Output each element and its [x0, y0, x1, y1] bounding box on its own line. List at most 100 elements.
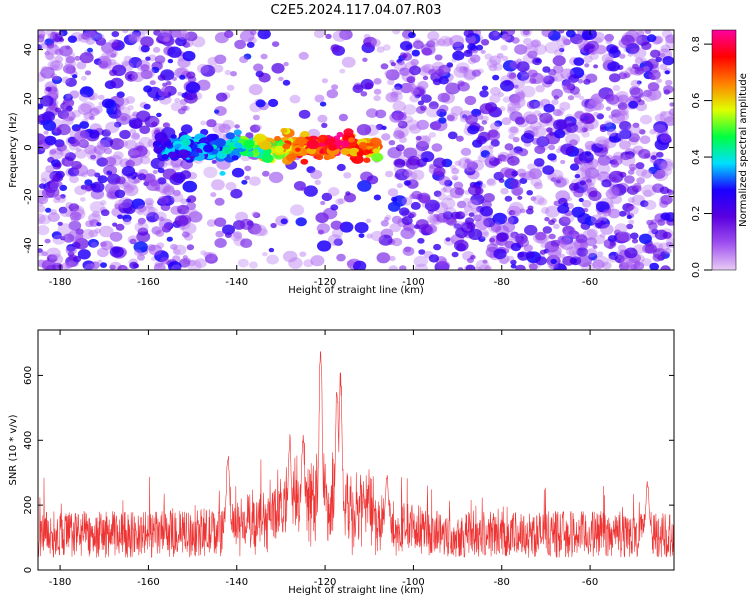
- heatmap-cell: [484, 53, 493, 60]
- heatmap-cell: [69, 175, 79, 184]
- heatmap-cell: [552, 109, 562, 117]
- heatmap-frame: [37, 29, 675, 271]
- heatmap-cell: [38, 183, 46, 189]
- heatmap-cell: [182, 257, 191, 264]
- heatmap-cell: [641, 169, 653, 179]
- heatmap-cell: [330, 204, 339, 211]
- heatmap-band-cell: [366, 145, 372, 150]
- heatmap-cell: [331, 84, 339, 90]
- heatmap-cell: [182, 180, 198, 193]
- heatmap-cell: [622, 261, 634, 270]
- heatmap-cell: [283, 61, 289, 67]
- heatmap-cell: [514, 44, 528, 55]
- heatmap-cell: [136, 110, 151, 122]
- heatmap-cell: [517, 151, 523, 155]
- heatmap-cell: [632, 122, 640, 128]
- heatmap-cell: [84, 263, 98, 270]
- heatmap-cell: [422, 135, 432, 143]
- heatmap-cell: [399, 40, 413, 51]
- heatmap-cell: [97, 175, 108, 184]
- heatmap-cell: [581, 199, 592, 208]
- x-tick-label: -180: [49, 577, 72, 588]
- heatmap-cell: [664, 212, 674, 222]
- heatmap-cell: [420, 64, 432, 74]
- heatmap-cell: [240, 238, 253, 248]
- heatmap-cell: [158, 218, 173, 230]
- heatmap-cell: [614, 254, 625, 264]
- heatmap-cell: [419, 105, 427, 111]
- heatmap-cell: [476, 114, 484, 120]
- heatmap-cell: [639, 129, 646, 135]
- heatmap-cell: [601, 179, 612, 188]
- heatmap-cell: [525, 114, 538, 125]
- heatmap-cell: [316, 223, 331, 234]
- heatmap-cell: [485, 153, 495, 162]
- snr-x-label: Height of straight line (km): [288, 585, 424, 596]
- heatmap-cell: [412, 40, 424, 50]
- heatmap-cell: [433, 190, 442, 197]
- heatmap-cell: [205, 253, 218, 264]
- heatmap-cell: [400, 52, 406, 57]
- heatmap-cell: [115, 223, 125, 231]
- heatmap-cell: [650, 49, 661, 58]
- heatmap-cell: [579, 95, 585, 101]
- heatmap-cell: [647, 82, 660, 92]
- heatmap-cell: [510, 96, 526, 109]
- x-tick-label: -120: [314, 577, 337, 588]
- heatmap-cell: [506, 255, 514, 262]
- heatmap-cell: [593, 44, 607, 55]
- figure-title: C2E5.2024.117.04.07.R03: [270, 3, 441, 18]
- heatmap-cell: [44, 238, 51, 244]
- heatmap-cell: [488, 144, 495, 149]
- heatmap-cell: [407, 155, 420, 166]
- heatmap-cell: [50, 86, 56, 91]
- heatmap-cell: [414, 263, 428, 270]
- heatmap-cell: [396, 183, 403, 189]
- heatmap-cell: [303, 185, 318, 197]
- heatmap-cell: [86, 169, 96, 177]
- heatmap-cell: [599, 233, 606, 238]
- heatmap-band-cell: [259, 140, 272, 150]
- heatmap-cell: [77, 103, 93, 115]
- heatmap-cell: [40, 177, 47, 183]
- heatmap-cell: [490, 86, 501, 96]
- heatmap-cell: [154, 55, 166, 64]
- heatmap-cell: [626, 214, 632, 220]
- heatmap-cell: [88, 229, 99, 238]
- heatmap-cell: [445, 237, 451, 242]
- heatmap-cell: [214, 238, 227, 248]
- heatmap-cell: [447, 131, 458, 140]
- heatmap-cell: [391, 86, 403, 96]
- heatmap-cell: [79, 86, 94, 98]
- heatmap-band-cell: [295, 136, 307, 146]
- heatmap-cell: [456, 135, 464, 142]
- heatmap-cell: [163, 36, 171, 43]
- heatmap-cell: [170, 243, 178, 250]
- heatmap-cell: [565, 30, 576, 38]
- heatmap-cell: [79, 121, 90, 129]
- heatmap-cell: [619, 120, 632, 131]
- heatmap-cell: [38, 44, 43, 51]
- heatmap-cell: [397, 150, 404, 155]
- heatmap-cell: [597, 155, 611, 166]
- heatmap-cell: [597, 163, 611, 174]
- heatmap-cell: [258, 228, 269, 237]
- heatmap-cell: [241, 179, 248, 185]
- heatmap-cell: [533, 232, 548, 244]
- heatmap-cell: [489, 55, 502, 66]
- heatmap-cell: [66, 68, 74, 74]
- heatmap-cell: [343, 172, 352, 179]
- heatmap-cell: [607, 235, 617, 243]
- heatmap-cell: [581, 130, 590, 138]
- heatmap-cell: [454, 160, 462, 166]
- heatmap-cell: [397, 121, 403, 126]
- heatmap-cell: [501, 34, 509, 41]
- heatmap-cell: [593, 173, 602, 181]
- heatmap-cell: [568, 182, 579, 191]
- heatmap-cell: [362, 57, 368, 62]
- heatmap-cell: [624, 210, 631, 216]
- heatmap-cell: [117, 214, 123, 220]
- heatmap-cell: [501, 117, 512, 126]
- heatmap-cell: [331, 228, 343, 238]
- heatmap-cell: [437, 92, 450, 103]
